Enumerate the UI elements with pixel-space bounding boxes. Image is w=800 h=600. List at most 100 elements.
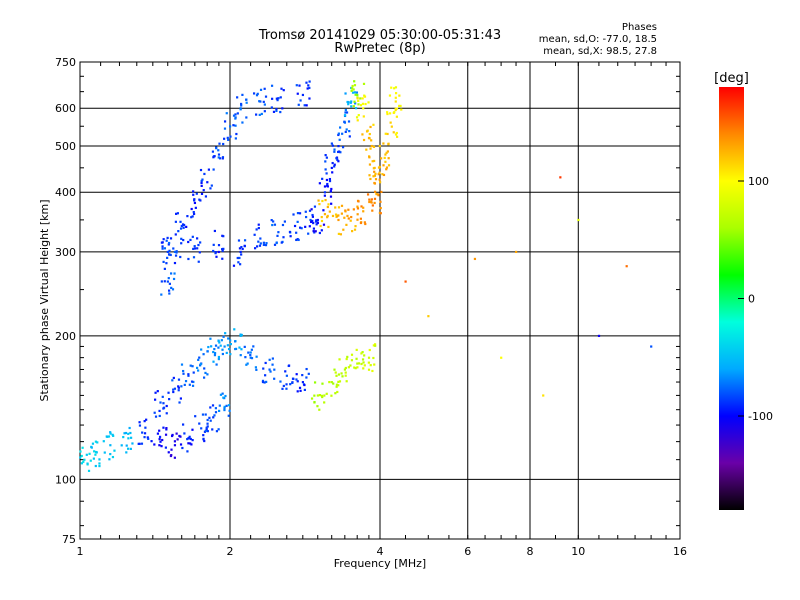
data-point (85, 453, 88, 456)
data-point (87, 469, 91, 472)
data-point (356, 93, 359, 97)
data-point (166, 236, 169, 240)
data-point (308, 209, 312, 212)
data-point (335, 385, 338, 388)
data-point (292, 213, 295, 216)
data-point (212, 249, 215, 253)
data-point (252, 92, 256, 95)
data-point (284, 370, 287, 373)
data-point (318, 231, 321, 235)
data-point (395, 131, 398, 135)
data-point (321, 199, 324, 203)
data-point (229, 342, 233, 346)
x-tick-label: 1 (77, 545, 84, 558)
data-point (296, 390, 299, 393)
data-point (310, 397, 314, 400)
data-point (239, 334, 242, 338)
data-point (373, 174, 377, 177)
data-point (379, 200, 382, 203)
data-point (378, 178, 381, 181)
data-point (177, 378, 181, 381)
data-point (271, 223, 274, 227)
data-point (125, 451, 128, 454)
data-point (189, 442, 192, 445)
data-point (217, 244, 221, 247)
data-point (204, 413, 207, 416)
data-point (285, 374, 288, 377)
data-point (244, 356, 247, 359)
data-point (385, 168, 388, 171)
data-point (243, 239, 247, 242)
data-point (188, 435, 191, 438)
data-point (183, 432, 186, 435)
data-point (318, 202, 321, 206)
data-point (241, 93, 244, 96)
data-point (162, 402, 165, 405)
data-point (331, 161, 334, 165)
data-point (213, 347, 216, 351)
data-point (293, 224, 297, 228)
data-point (279, 110, 282, 114)
data-point (386, 112, 389, 116)
data-point (370, 201, 373, 204)
data-point (159, 401, 162, 404)
data-point (131, 442, 134, 445)
data-point (169, 237, 173, 240)
data-point (193, 201, 197, 205)
data-point (404, 280, 407, 283)
data-point (165, 239, 168, 242)
data-point (382, 173, 386, 177)
data-point (257, 240, 260, 243)
data-point (240, 253, 243, 256)
data-point (379, 206, 382, 210)
data-point (355, 91, 359, 94)
data-point (200, 427, 203, 430)
data-point (263, 87, 266, 90)
data-point (295, 238, 298, 242)
data-point (197, 243, 200, 247)
data-point (330, 166, 333, 170)
data-point (213, 354, 217, 357)
data-point (333, 165, 336, 168)
data-point (367, 361, 370, 364)
data-point (351, 87, 354, 90)
data-point (217, 250, 220, 254)
data-point (328, 210, 331, 213)
data-point (344, 366, 347, 370)
data-point (160, 445, 163, 448)
data-point (374, 172, 377, 175)
data-point (373, 181, 376, 185)
data-point (245, 363, 248, 366)
data-point (329, 195, 333, 198)
data-point (187, 442, 190, 445)
data-point (232, 264, 236, 267)
data-point (387, 164, 391, 167)
data-point (223, 405, 226, 408)
data-point (368, 132, 371, 136)
data-point (199, 363, 202, 366)
data-point (138, 424, 142, 427)
data-point (171, 379, 174, 382)
data-point (144, 426, 147, 429)
data-point (167, 451, 170, 454)
data-point (262, 367, 265, 370)
data-point (170, 272, 173, 275)
data-point (272, 220, 275, 223)
data-point (384, 132, 387, 135)
data-point (257, 226, 260, 230)
chart-title-line2: RwPretec (8p) (334, 41, 426, 56)
y-tick-label: 100 (55, 473, 76, 486)
data-point (129, 447, 132, 450)
data-point (295, 84, 298, 87)
data-point (163, 280, 166, 283)
data-point (371, 209, 374, 212)
data-point (341, 146, 345, 149)
data-point (313, 381, 317, 384)
data-point (172, 388, 175, 391)
data-point (331, 171, 334, 174)
data-point (355, 348, 358, 352)
data-point (222, 235, 225, 238)
data-point (243, 345, 246, 348)
data-point (96, 441, 99, 444)
data-point (193, 198, 196, 201)
